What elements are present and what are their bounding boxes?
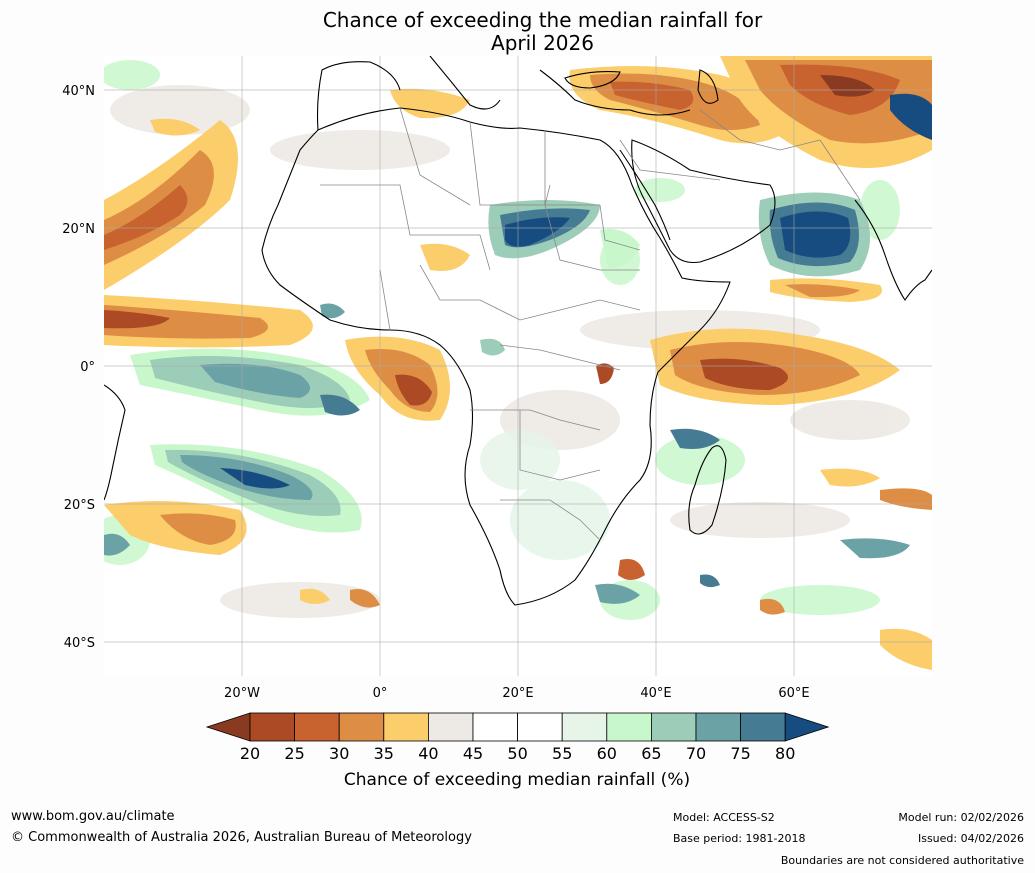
colorbar-tick-label: 20 — [240, 744, 260, 763]
colorbar-tick-label: 75 — [730, 744, 750, 763]
colorbar-tick-label: 50 — [507, 744, 527, 763]
colorbar-tick-label: 70 — [686, 744, 706, 763]
colorbar-boxes — [205, 712, 830, 742]
colorbar-label: Chance of exceeding median rainfall (%) — [344, 770, 690, 790]
country-borders — [320, 107, 861, 541]
colorbar-tick-label: 35 — [374, 744, 394, 763]
map-title: Chance of exceeding the median rainfall … — [0, 9, 1035, 55]
lon-label-60e: 60°E — [778, 686, 809, 701]
website-link[interactable]: www.bom.gov.au/climate — [11, 809, 175, 824]
colorbar-swatch — [740, 712, 786, 742]
colorbar: 20 25 30 35 40 45 50 55 60 65 70 75 80 Chance of exc… — [205, 712, 830, 790]
longitude-labels: 20°W 0° 20°E 40°E 60°E — [224, 686, 810, 701]
colorbar-tick-label: 30 — [329, 744, 349, 763]
colorbar-swatch — [517, 712, 563, 742]
colorbar-swatch — [472, 712, 518, 742]
rainfall-map — [104, 56, 932, 676]
base-period-text: Base period: 1981-2018 — [673, 832, 806, 845]
lon-label-0: 0° — [373, 686, 388, 701]
colorbar-ticks: 20 25 30 35 40 45 50 55 60 65 70 75 80 — [240, 744, 796, 763]
colorbar-tick-label: 45 — [463, 744, 483, 763]
lat-label-0: 0° — [80, 360, 95, 375]
coastlines — [104, 56, 932, 606]
colorbar-swatch — [294, 712, 340, 742]
colorbar-swatch — [606, 712, 652, 742]
lon-label-20e: 20°E — [502, 686, 533, 701]
title-line-1: Chance of exceeding the median rainfall … — [322, 8, 763, 32]
lat-label-20s: 20°S — [64, 498, 95, 513]
colorbar-swatch — [651, 712, 697, 742]
colorbar-tick-label: 65 — [641, 744, 661, 763]
lat-label-40n: 40°N — [62, 84, 95, 99]
colorbar-swatch — [561, 712, 608, 742]
copyright-text: © Commonwealth of Australia 2026, Austra… — [11, 830, 472, 845]
model-text: Model: ACCESS-S2 — [673, 811, 775, 824]
colorbar-tick-label: 25 — [284, 744, 304, 763]
disclaimer-text: Boundaries are not considered authoritat… — [780, 854, 1024, 867]
colorbar-tick-label: 80 — [775, 744, 795, 763]
lat-label-20n: 20°N — [62, 222, 95, 237]
graticule — [104, 56, 932, 676]
lon-label-20w: 20°W — [224, 686, 260, 701]
colorbar-swatch — [249, 712, 295, 742]
lon-label-40e: 40°E — [640, 686, 671, 701]
colorbar-swatch — [695, 712, 741, 742]
model-run-text: Model run: 02/02/2026 — [898, 811, 1024, 824]
colorbar-swatch — [338, 712, 385, 742]
issued-text: Issued: 04/02/2026 — [917, 832, 1024, 845]
colorbar-tick-label: 60 — [597, 744, 617, 763]
colorbar-swatch — [383, 712, 429, 742]
title-line-2: April 2026 — [491, 31, 594, 55]
colorbar-swatch — [427, 712, 474, 742]
latitude-labels: 40°N 20°N 0° 20°S 40°S — [62, 84, 95, 651]
colorbar-arrow-low — [205, 712, 251, 742]
colorbar-arrow-high — [784, 712, 830, 742]
colorbar-tick-label: 40 — [418, 744, 438, 763]
lat-label-40s: 40°S — [64, 636, 95, 651]
colorbar-tick-label: 55 — [552, 744, 572, 763]
